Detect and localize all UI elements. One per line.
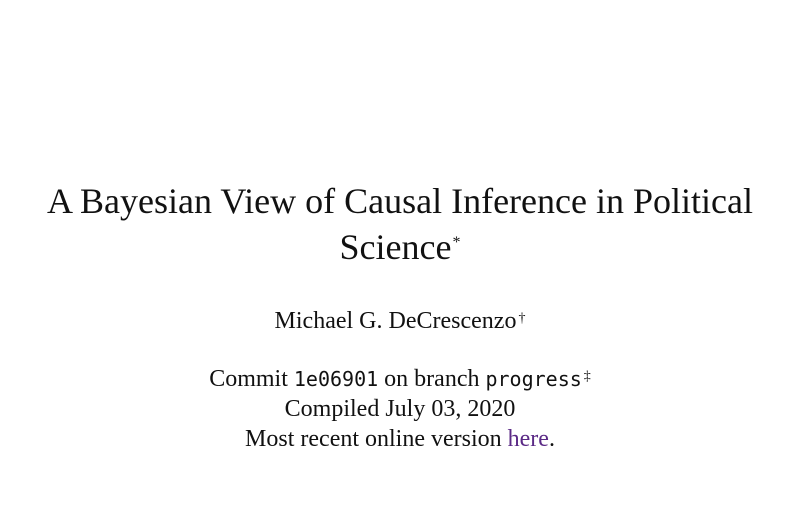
branch-name: progress [485,367,582,391]
author-name: Michael G. DeCrescenzo [274,308,517,334]
commit-prefix: Commit [209,366,288,392]
commit-line: Commit 1e06901 on branch progress ‡ [0,364,800,394]
online-version-suffix: . [548,426,555,452]
commit-hash: 1e06901 [293,367,379,391]
author-line: Michael G. DeCrescenzo † [0,306,800,336]
paper-metadata: Commit 1e06901 on branch progress ‡ Compi… [0,364,800,454]
paper-title: A Bayesian View of Causal Inference in P… [0,178,800,270]
paper-title-text: A Bayesian View of Causal Inference in P… [47,181,753,267]
compiled-date: Compiled July 03, 2020 [284,396,516,422]
online-version-prefix: Most recent online version [245,426,502,452]
online-version-link[interactable]: here [507,426,549,452]
commit-branch-label: on branch [384,366,480,392]
commit-footnote-mark[interactable]: ‡ [583,369,591,384]
title-footnote-mark[interactable]: * [452,234,461,251]
author-footnote-mark[interactable]: † [518,311,526,326]
online-version-line: Most recent online version here. [0,424,800,454]
